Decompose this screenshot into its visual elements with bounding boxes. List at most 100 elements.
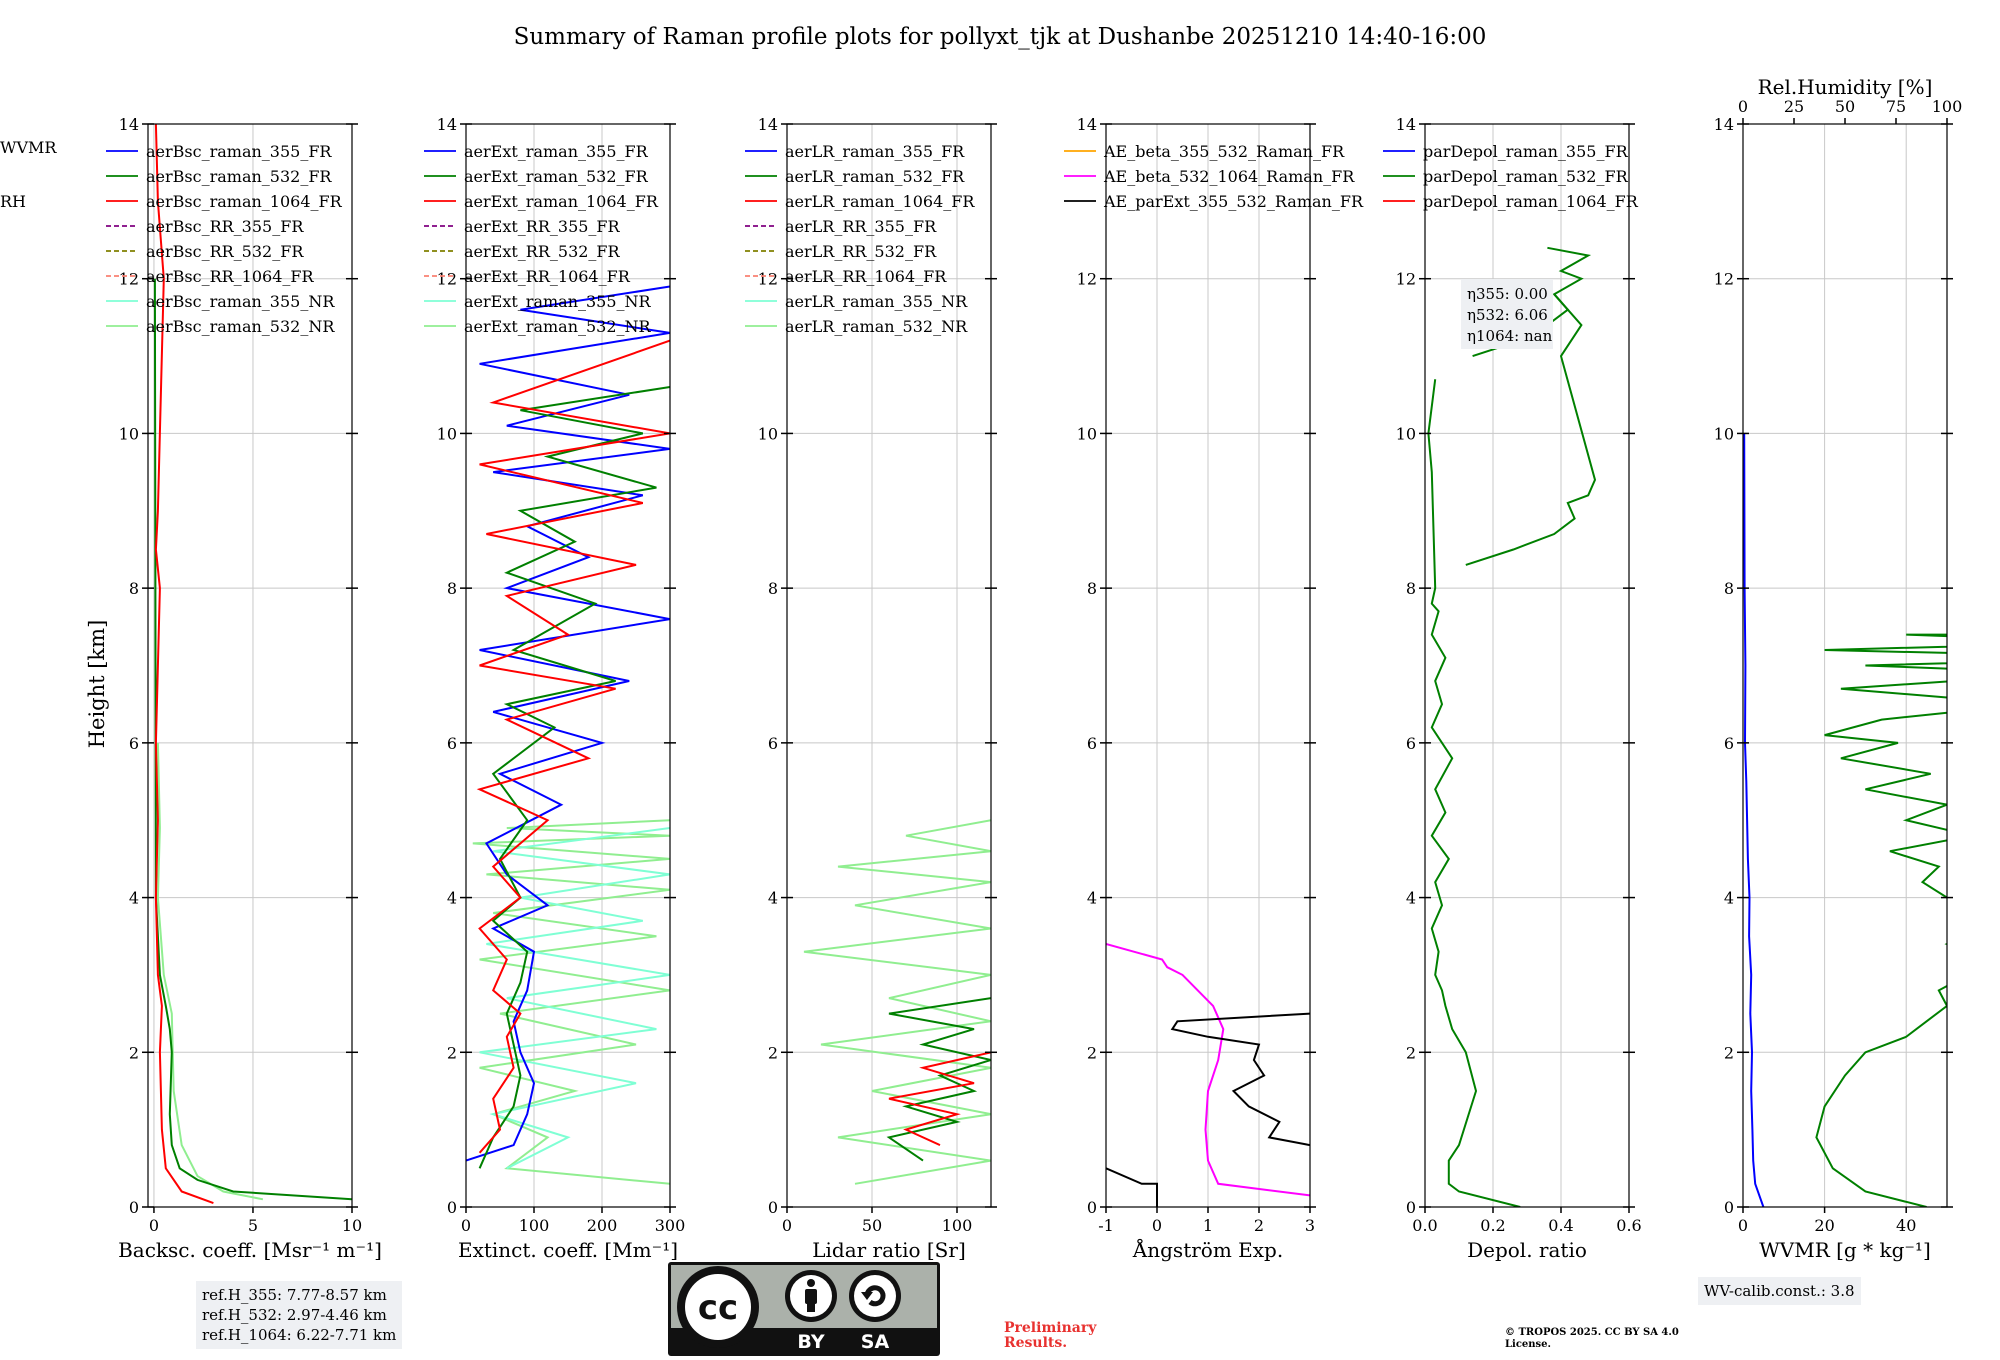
axes-frame [1424,123,1630,1208]
y-tick-label: 6 [1087,734,1097,753]
y-tick-label: 0 [768,1198,778,1217]
y-tick-label: 8 [447,579,457,598]
legend-label: aerBsc_raman_355_NR [146,292,335,311]
y-tick-label: 2 [129,1043,139,1062]
legend-label: aerExt_RR_355_FR [464,217,621,236]
series-aerLR_raman_1064_FR [888,1051,991,1147]
y-tick-label: 14 [437,115,457,134]
y-tick-label: 0 [1406,1198,1416,1217]
y-tick-label: 12 [437,270,457,289]
series-aerExt_raman_532_FR [478,386,670,1169]
legend-label: aerLR_raman_1064_FR [785,192,975,211]
x-axis-label: Backsc. coeff. [Msr⁻¹ m⁻¹] [118,1238,382,1262]
x-tick-label: 100 [519,1216,550,1235]
series-parDepol_raman_532_FR_upper [1465,293,1597,566]
legend-label: RH [0,192,26,211]
eta-box [1461,279,1553,349]
series-AE_beta_532_1064_Raman_FR [1106,943,1310,1197]
series-group [803,819,991,1185]
y-tick-label: 10 [119,424,139,443]
y-tick-label: 10 [437,424,457,443]
y-tick-label: 12 [1077,270,1097,289]
legend-label: aerExt_raman_532_NR [464,317,652,336]
y-tick-label: 12 [1396,270,1416,289]
x-tick-label: 5 [248,1216,258,1235]
legend-label: aerLR_RR_532_FR [785,242,937,261]
legend-label: aerExt_raman_355_FR [464,142,649,161]
y-tick-label: 10 [758,424,778,443]
x-tick-label: 0.6 [1616,1216,1641,1235]
legend-label: aerBsc_RR_1064_FR [146,267,315,286]
x-axis-label: Depol. ratio [1467,1238,1587,1262]
panel-depol: 0 2 4 6 8 10 12 14 0.0 0.2 0.4 0.6 Depol. ratio parDe… [1383,115,1642,1262]
x-tick-label: 200 [587,1216,618,1235]
x-tick-label: 0 [782,1216,792,1235]
series-parDepol_raman_532_FR [1427,379,1521,1207]
legend-label: aerExt_RR_1064_FR [464,267,631,286]
y-tick-label: 6 [1406,734,1416,753]
legend-label: aerExt_raman_1064_FR [464,192,659,211]
x-tick-label: 0 [461,1216,471,1235]
x-tick-label: 1 [1203,1216,1213,1235]
y-tick-label: 14 [119,115,139,134]
legend-label: AE_beta_355_532_Raman_FR [1103,142,1345,161]
y-tick-label: 12 [119,270,139,289]
legend-label: aerLR_raman_355_FR [785,142,965,161]
y-tick-label: 10 [1714,424,1734,443]
cc-text: cc [698,1288,738,1328]
y-tick-label: 14 [758,115,778,134]
top-x-tick-label: 0 [1738,97,1748,116]
y-tick-label: 12 [1714,270,1734,289]
x-tick-label: 0 [1738,1216,1748,1235]
legend-label: WVMR [0,138,57,157]
y-tick-label: 0 [1724,1198,1734,1217]
top-x-tick-label: 25 [1784,97,1804,116]
wv-calib-const: WV-calib.const.: 3.8 [1704,1282,1855,1300]
figure-title: Summary of Raman profile plots for polly… [514,24,1487,50]
series-aerBsc_raman_532_FR [153,278,352,1201]
y-tick-label: 12 [758,270,778,289]
y-tick-label: 2 [1087,1043,1097,1062]
x-tick-label: 10 [342,1216,362,1235]
y-tick-label: 2 [447,1043,457,1062]
x-tick-label: 2 [1254,1216,1264,1235]
y-tick-label: 6 [1724,734,1734,753]
axes-frame [786,123,992,1208]
ref-height-355: ref.H_355: 7.77-8.57 km [202,1286,387,1304]
legend-label: aerExt_raman_355_NR [464,292,652,311]
legend-label: aerLR_RR_1064_FR [785,267,947,286]
x-tick-label: 40 [1896,1216,1916,1235]
y-tick-label: 8 [129,579,139,598]
x-tick-label: 0 [149,1216,159,1235]
y-tick-label: 4 [1406,889,1416,908]
axes-frame [1742,123,1948,1208]
y-tick-label: 2 [1724,1043,1734,1062]
x-tick-label: 0.0 [1412,1216,1437,1235]
legend-label: AE_parExt_355_532_Raman_FR [1103,192,1364,211]
x-tick-label: 0.4 [1548,1216,1573,1235]
y-tick-label: 8 [1724,579,1734,598]
legend-label: aerBsc_RR_532_FR [146,242,304,261]
x-tick-label: -1 [1098,1216,1114,1235]
series-aerExt_raman_355_NR [479,827,670,1170]
series-WVMR [1743,433,1765,1207]
copyright-note: © TROPOS 2025. CC BY SA 4.0 License. [1505,1327,1679,1350]
series-aerExt_raman_532_NR [472,819,670,1185]
panel-bsc: 0 2 4 6 8 10 12 14 0 5 10 Backsc. coeff. [Msr⁻¹ m⁻¹… [106,115,382,1262]
y-tick-label: 8 [1406,579,1416,598]
series-group [466,285,670,1185]
top-x-tick-label: 50 [1835,97,1855,116]
y-tick-label: 0 [447,1198,457,1217]
legend-label: parDepol_raman_355_FR [1423,142,1629,161]
ref-height-box: ref.H_355: 7.77-8.57 km ref.H_532: 2.97-… [196,1281,403,1349]
legend-label: AE_beta_532_1064_Raman_FR [1103,167,1355,186]
eta-value: η532: 6.06 [1467,306,1548,324]
cc-by-sa-logo: cc BY SA [668,1262,940,1356]
eta-value: η1064: nan [1467,327,1553,345]
y-tick-label: 14 [1396,115,1416,134]
y-tick-label: 2 [768,1043,778,1062]
legend-label: aerLR_RR_355_FR [785,217,937,236]
